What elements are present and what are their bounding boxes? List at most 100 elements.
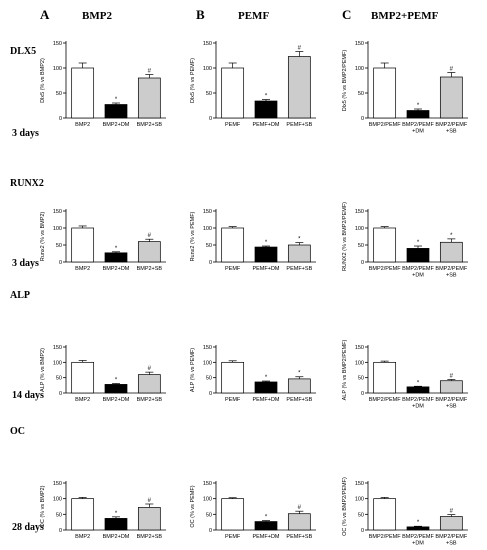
significance-mark: * xyxy=(115,377,118,383)
bar xyxy=(373,361,397,394)
y-axis-label: Dlx5 (% vs PEMF) xyxy=(190,58,196,103)
bar xyxy=(287,378,311,394)
column-title-a: BMP2 xyxy=(82,10,112,22)
y-axis-label: OC (% vs PEMF) xyxy=(190,485,196,527)
x-tick-label: BMP2+SB xyxy=(137,266,163,272)
bar xyxy=(439,76,463,119)
x-tick-label: +SB xyxy=(446,273,457,279)
bar xyxy=(104,384,128,394)
x-tick-label: BMP2/PEMF xyxy=(369,534,401,540)
significance-mark: # xyxy=(450,509,454,515)
row-days-runx2: 3 days xyxy=(12,258,39,269)
bar xyxy=(104,518,128,531)
x-tick-label: BMP2+DM xyxy=(103,122,130,128)
bar xyxy=(406,386,430,394)
significance-mark: # xyxy=(450,67,454,73)
row-marker-alp: ALP xyxy=(10,290,30,301)
chart-panel-0: 0 50 100 150 Dlx5 (% vs BMP2) BMP2 * BMP2+DM # BM… xyxy=(40,41,166,128)
bar xyxy=(254,521,278,531)
y-tick-label: 0 xyxy=(59,260,62,266)
x-tick-label: BMP2+SB xyxy=(137,534,163,540)
x-tick-label: +SB xyxy=(446,129,457,135)
x-tick-label: BMP2+SB xyxy=(137,397,163,403)
x-tick-label: PEMF xyxy=(225,534,241,540)
x-tick-label: BMP2/PEMF xyxy=(369,397,401,403)
significance-mark: * xyxy=(115,246,118,252)
y-tick-label: 50 xyxy=(206,91,212,97)
x-tick-label: +SB xyxy=(446,404,457,410)
bar xyxy=(406,526,430,531)
significance-mark: * xyxy=(417,103,420,109)
significance-mark: # xyxy=(148,233,152,239)
x-tick-label: PEMF+SB xyxy=(286,266,312,272)
bar xyxy=(287,513,311,531)
x-tick-label: BMP2/PEMF xyxy=(435,534,467,540)
y-axis-label: ALP (% vs PEMF) xyxy=(190,348,196,392)
significance-mark: * xyxy=(265,375,268,381)
x-tick-label: BMP2/PEMF xyxy=(402,534,434,540)
y-tick-label: 50 xyxy=(56,91,62,97)
row-marker-runx2: RUNX2 xyxy=(10,178,44,189)
y-tick-label: 150 xyxy=(53,481,62,487)
bar xyxy=(221,227,245,263)
x-tick-label: BMP2 xyxy=(75,266,90,272)
y-tick-label: 100 xyxy=(53,66,62,72)
y-tick-label: 0 xyxy=(59,391,62,397)
y-axis-label: ALP (% vs BMP2/PEMF) xyxy=(342,339,348,400)
bar xyxy=(71,498,95,531)
significance-mark: * xyxy=(417,380,420,386)
bar xyxy=(254,381,278,394)
significance-mark: * xyxy=(417,240,420,246)
significance-mark: # xyxy=(148,498,152,504)
bar xyxy=(254,246,278,263)
bar xyxy=(287,244,311,263)
x-tick-label: BMP2+DM xyxy=(103,266,130,272)
chart-panel-11: 0 50 100 150 OC (% vs BMP2/PEMF) BMP2/PEMF * BM… xyxy=(342,477,468,547)
x-tick-label: BMP2 xyxy=(75,122,90,128)
bar xyxy=(373,227,397,263)
y-tick-label: 50 xyxy=(358,376,364,382)
column-letter-c: C xyxy=(342,7,351,22)
y-tick-label: 100 xyxy=(53,360,62,366)
y-tick-label: 50 xyxy=(206,376,212,382)
x-tick-label: PEMF xyxy=(225,397,241,403)
row-days-alp: 14 days xyxy=(12,390,44,401)
significance-mark: * xyxy=(265,94,268,100)
y-tick-label: 100 xyxy=(355,226,364,232)
y-axis-label: RUNX2 (% vs BMP2/PEMF) xyxy=(342,202,348,271)
significance-mark: * xyxy=(265,515,268,521)
y-tick-label: 100 xyxy=(355,497,364,503)
chart-panel-9: 0 50 100 150 OC (% vs BMP2) BMP2 * BMP2+DM # BMP2… xyxy=(40,481,166,540)
bar xyxy=(439,241,463,263)
y-tick-label: 100 xyxy=(53,226,62,232)
y-tick-label: 0 xyxy=(361,260,364,266)
row-marker-dlx5: DLX5 xyxy=(10,46,36,57)
column-title-c: BMP2+PEMF xyxy=(371,10,439,22)
x-tick-label: BMP2/PEMF xyxy=(369,266,401,272)
y-axis-label: OC (% vs BMP2) xyxy=(40,485,46,527)
x-tick-label: PEMF+DM xyxy=(252,266,279,272)
x-tick-label: BMP2/PEMF xyxy=(369,122,401,128)
x-tick-label: PEMF+SB xyxy=(286,534,312,540)
y-tick-label: 150 xyxy=(355,345,364,351)
y-tick-label: 100 xyxy=(203,497,212,503)
bar xyxy=(373,67,397,119)
y-tick-label: 50 xyxy=(206,512,212,518)
chart-panel-6: 0 50 100 150 ALP (% vs BMP2) BMP2 * BMP2+DM # BMP… xyxy=(40,345,166,403)
y-tick-label: 0 xyxy=(361,528,364,534)
chart-panel-2: 0 50 100 150 Dlx5 (% vs BMP2/PEMF) BMP2/PEMF *… xyxy=(342,41,468,135)
significance-mark: * xyxy=(298,371,301,377)
chart-panel-10: 0 50 100 150 OC (% vs PEMF) PEMF * PEMF+DM # PEMF… xyxy=(190,481,316,540)
x-tick-label: PEMF+DM xyxy=(252,534,279,540)
x-tick-label: BMP2/PEMF xyxy=(435,266,467,272)
x-tick-label: +SB xyxy=(446,541,457,547)
y-tick-label: 150 xyxy=(53,209,62,215)
significance-mark: * xyxy=(450,233,453,239)
significance-mark: # xyxy=(298,505,302,511)
x-tick-label: PEMF+DM xyxy=(252,122,279,128)
significance-mark: * xyxy=(298,237,301,243)
y-tick-label: 50 xyxy=(56,376,62,382)
column-letter-a: A xyxy=(40,7,50,22)
y-tick-label: 50 xyxy=(358,243,364,249)
